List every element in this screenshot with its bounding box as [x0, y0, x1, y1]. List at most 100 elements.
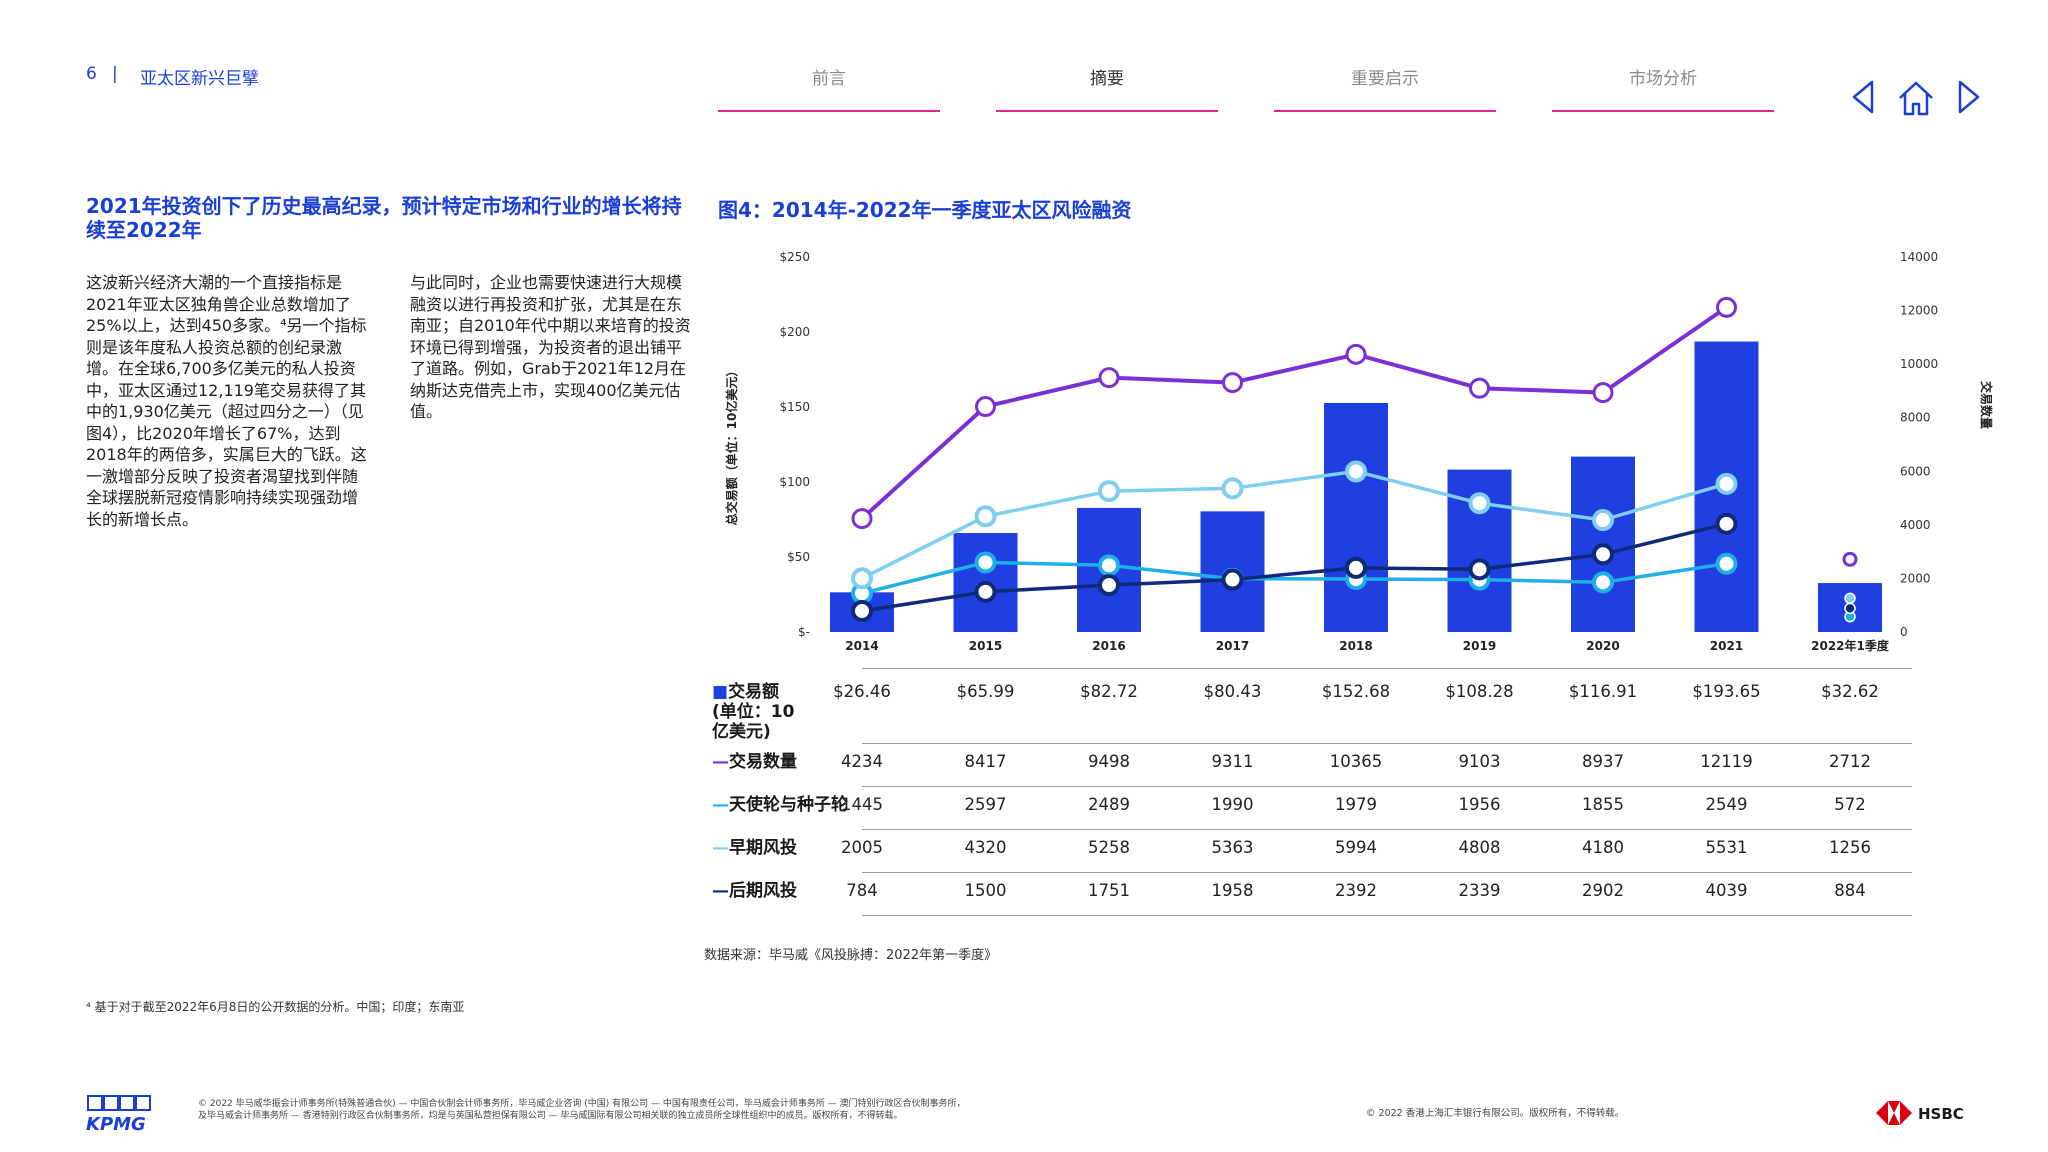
point-late-vc [851, 600, 873, 622]
legend-text: 天使轮与种子轮 [729, 795, 848, 815]
table-rule [862, 829, 1912, 830]
table-cell: 2549 [1705, 795, 1748, 814]
point-late-vc [1715, 512, 1738, 535]
tab-summary[interactable]: 摘要 [1090, 69, 1124, 89]
table-rule [862, 872, 1912, 873]
x-tick-label: 2021 [1710, 639, 1743, 653]
kpmg-logo: KPMG [86, 1095, 151, 1134]
table-cell: 5994 [1335, 838, 1377, 857]
legend-marker: ■ [712, 682, 729, 702]
x-tick-label: 2020 [1586, 639, 1619, 653]
table-cell: $32.62 [1821, 682, 1879, 701]
footnote: ⁴ 基于对于截至2022年6月8日的公开数据的分析。中国；印度；东南亚 [86, 1000, 465, 1014]
point-deal-count [1842, 551, 1858, 567]
x-tick-label: 2014 [845, 639, 878, 653]
point-late-vc [1098, 574, 1120, 597]
point-early-vc [1844, 592, 1856, 605]
legal-line-1: © 2022 毕马威华振会计师事务所(特殊普通合伙) — 中国合伙制会计师事务所… [198, 1099, 966, 1109]
table-rule [862, 668, 1912, 669]
table-rule [862, 915, 1912, 916]
body-text-column-1: 这波新兴经济大潮的一个直接指标是2021年亚太区独角兽企业总数增加了25%以上，… [86, 273, 367, 529]
table-cell: 2392 [1335, 881, 1377, 900]
y-left-axis-title: 总交易额（单位：10亿美元） [724, 365, 739, 526]
table-cell: 4320 [964, 838, 1007, 857]
table-cell: 1500 [964, 881, 1007, 900]
table-row-label: —天使轮与种子轮 [712, 795, 862, 815]
legend-text: 后期风投 [729, 881, 797, 901]
next-arrow-icon[interactable] [1956, 78, 1982, 116]
figure-source: 数据来源：毕马威《风投脉搏：2022年第一季度》 [704, 948, 998, 963]
tab-underline [1274, 110, 1496, 112]
y-right-tick-label: 14000 [1900, 250, 1938, 264]
y-left-tick-label: $50 [787, 550, 810, 564]
point-deal-count [975, 396, 996, 418]
x-tick-label: 2018 [1339, 639, 1372, 653]
home-icon[interactable] [1896, 78, 1936, 118]
legend-marker: — [712, 752, 729, 772]
table-rule [862, 786, 1912, 787]
y-right-tick-label: 8000 [1900, 411, 1931, 425]
table-cell: 2005 [841, 838, 883, 857]
table-cell: 9311 [1211, 752, 1254, 771]
kpmg-wordmark: KPMG [86, 1114, 146, 1134]
bar-deal-value [1324, 402, 1388, 632]
legend-text: 早期风投 [729, 838, 797, 858]
tab-underline [996, 110, 1218, 112]
point-late-vc [1468, 558, 1491, 581]
venture-funding-chart: $- $50 $100 $150 $200 $250 0 2000 4000 6000 8000 10… [724, 250, 1994, 653]
page-number: 6 [86, 64, 97, 84]
table-cell: 12119 [1700, 752, 1753, 771]
line-late-vc [861, 522, 1727, 613]
tab-market-analysis[interactable]: 市场分析 [1629, 69, 1697, 89]
line-angel-seed [861, 560, 1727, 595]
tab-key-insights[interactable]: 重要启示 [1351, 69, 1419, 89]
hsbc-logo: HSBC [1876, 1101, 1964, 1125]
point-deal-count [1222, 372, 1243, 394]
table-cell: 9498 [1088, 752, 1130, 771]
table-cell: $26.46 [833, 682, 891, 701]
point-deal-count [851, 508, 873, 530]
table-cell: $65.99 [956, 682, 1015, 701]
line-early-vc [861, 469, 1727, 580]
point-early-vc [1592, 509, 1614, 532]
point-early-vc [1715, 472, 1738, 495]
legal-notice-hsbc: © 2022 香港上海汇丰银行有限公司。版权所有，不得转载。 [1366, 1108, 1625, 1119]
table-cell: 5531 [1705, 838, 1748, 857]
table-cell: $193.65 [1692, 682, 1761, 701]
point-late-vc [974, 580, 997, 603]
prev-arrow-icon[interactable] [1850, 78, 1876, 116]
legal-notice-kpmg: © 2022 毕马威华振会计师事务所(特殊普通合伙) — 中国合伙制会计师事务所… [198, 1098, 1078, 1122]
point-early-vc [974, 505, 997, 528]
point-early-vc [1468, 492, 1491, 515]
point-angel-seed [974, 551, 997, 574]
point-early-vc [851, 567, 873, 590]
table-cell: 4808 [1458, 838, 1501, 857]
tab-foreword[interactable]: 前言 [812, 69, 846, 89]
table-cell: 8417 [964, 752, 1007, 771]
point-deal-count [1716, 296, 1737, 318]
table-cell: 1979 [1335, 795, 1377, 814]
point-early-vc [1098, 480, 1120, 503]
table-row-label: —交易数量 [712, 752, 862, 772]
table-cell: 784 [846, 881, 878, 900]
body-text-column-2: 与此同时，企业也需要快速进行大规模融资以进行再投资和扩张，尤其是在东南亚；自20… [410, 273, 691, 421]
table-cell: 4234 [841, 752, 883, 771]
table-cell: $116.91 [1568, 682, 1638, 701]
point-deal-count [1098, 367, 1120, 389]
y-left-tick-label: $200 [779, 325, 810, 339]
y-right-tick-label: 12000 [1900, 304, 1938, 318]
table-cell: 1956 [1458, 795, 1501, 814]
table-cell: 5363 [1211, 838, 1254, 857]
y-left-tick-label: $150 [779, 400, 810, 414]
table-cell: 572 [1834, 795, 1866, 814]
x-tick-label: 2017 [1216, 639, 1249, 653]
y-right-tick-label: 0 [1900, 625, 1908, 639]
table-cell: 2712 [1829, 752, 1871, 771]
point-late-vc [1221, 568, 1244, 591]
legal-line-2: 及毕马威会计师事务所 — 香港特别行政区合伙制事务所，均是与英国私营担保有限公司… [198, 1111, 903, 1121]
table-cell: $82.72 [1080, 682, 1138, 701]
legend-marker: — [712, 881, 729, 901]
x-tick-label: 2015 [969, 639, 1002, 653]
x-tick-label: 2019 [1463, 639, 1496, 653]
x-tick-label: 2022年1季度 [1811, 638, 1890, 653]
